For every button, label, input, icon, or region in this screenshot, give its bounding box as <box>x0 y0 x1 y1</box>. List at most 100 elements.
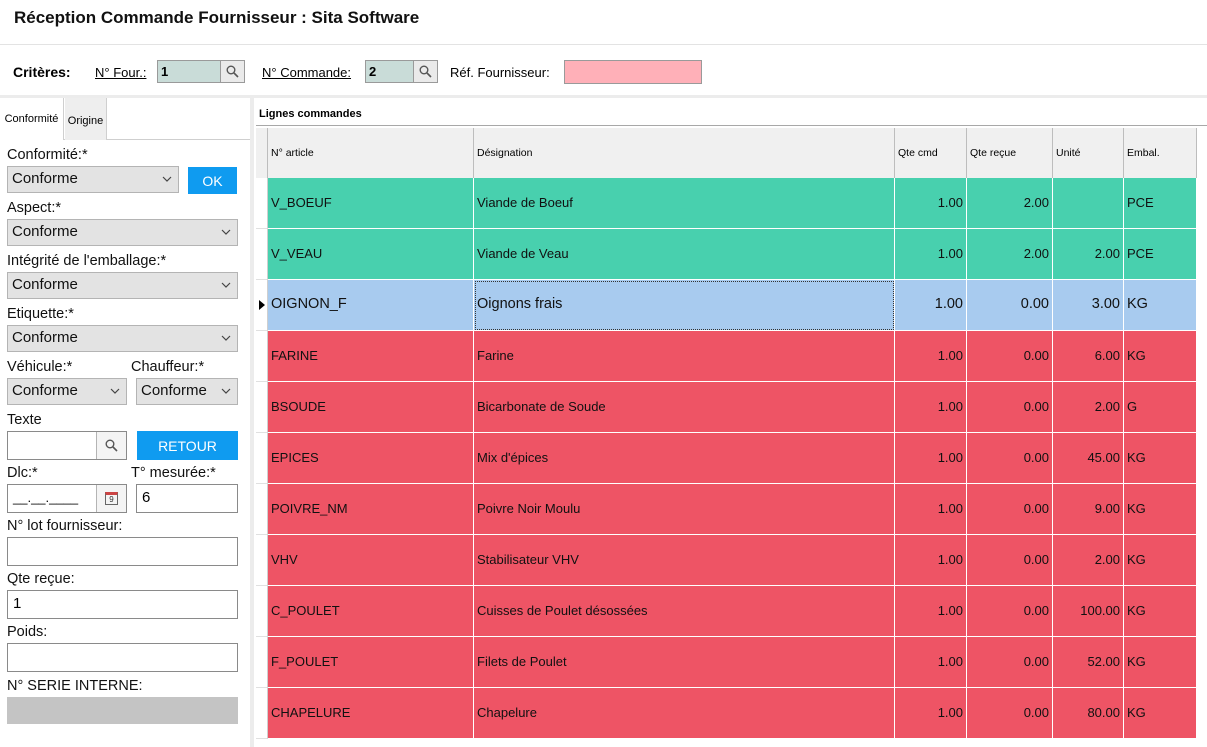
cell-qte-recue[interactable]: 0.00 <box>967 382 1053 433</box>
cell-designation[interactable]: Oignons frais <box>474 280 895 331</box>
supplier-ref-input[interactable] <box>564 60 702 84</box>
cell-qte-recue[interactable]: 0.00 <box>967 331 1053 382</box>
order-search-button[interactable] <box>413 61 437 82</box>
table-row[interactable]: V_VEAU Viande de Veau 1.00 2.00 2.00 PCE <box>256 229 1197 280</box>
cell-qte-cmd[interactable]: 1.00 <box>895 229 967 280</box>
cell-article[interactable]: F_POULET <box>268 637 474 688</box>
column-header[interactable]: Qte cmd <box>895 128 967 178</box>
cell-unite[interactable]: 100.00 <box>1053 586 1124 637</box>
cell-unite[interactable]: 2.00 <box>1053 535 1124 586</box>
cell-unite[interactable]: 2.00 <box>1053 229 1124 280</box>
table-row[interactable]: C_POULET Cuisses de Poulet désossées 1.00 0… <box>256 586 1197 637</box>
cell-article[interactable]: C_POULET <box>268 586 474 637</box>
cell-designation[interactable]: Mix d'épices <box>474 433 895 484</box>
qte-recue-input[interactable]: 1 <box>7 590 238 619</box>
column-header[interactable]: Unité <box>1053 128 1124 178</box>
cell-designation[interactable]: Poivre Noir Moulu <box>474 484 895 535</box>
texte-search-button[interactable] <box>96 432 126 459</box>
column-header[interactable]: Qte reçue <box>967 128 1053 178</box>
tab-conformite[interactable]: Conformité <box>0 98 64 140</box>
cell-unite[interactable]: 3.00 <box>1053 280 1124 331</box>
cell-unite[interactable]: 2.00 <box>1053 382 1124 433</box>
row-selector[interactable] <box>256 637 268 688</box>
cell-qte-cmd[interactable]: 1.00 <box>895 433 967 484</box>
cell-qte-cmd[interactable]: 1.00 <box>895 382 967 433</box>
column-header[interactable]: N° article <box>268 128 474 178</box>
dlc-input[interactable]: __.__.____ 9 <box>7 484 127 513</box>
cell-embal[interactable]: KG <box>1124 484 1197 535</box>
cell-qte-recue[interactable]: 0.00 <box>967 586 1053 637</box>
cell-designation[interactable]: Viande de Veau <box>474 229 895 280</box>
cell-embal[interactable]: KG <box>1124 433 1197 484</box>
table-row[interactable]: V_BOEUF Viande de Boeuf 1.00 2.00 PCE <box>256 178 1197 229</box>
cell-article[interactable]: CHAPELURE <box>268 688 474 739</box>
supplier-no-lookup[interactable]: 1 <box>157 60 245 83</box>
cell-qte-recue[interactable]: 0.00 <box>967 280 1053 331</box>
table-row[interactable]: BSOUDE Bicarbonate de Soude 1.00 0.00 2.00 G <box>256 382 1197 433</box>
cell-unite[interactable]: 6.00 <box>1053 331 1124 382</box>
cell-qte-recue[interactable]: 0.00 <box>967 688 1053 739</box>
cell-embal[interactable]: PCE <box>1124 178 1197 229</box>
column-header[interactable]: Embal. <box>1124 128 1197 178</box>
panel-divider[interactable] <box>250 98 254 747</box>
cell-unite[interactable]: 52.00 <box>1053 637 1124 688</box>
cell-article[interactable]: EPICES <box>268 433 474 484</box>
row-selector[interactable] <box>256 433 268 484</box>
table-row[interactable]: OIGNON_F Oignons frais 1.00 0.00 3.00 KG <box>256 280 1197 331</box>
dlc-calendar-button[interactable]: 9 <box>96 485 126 512</box>
cell-qte-recue[interactable]: 2.00 <box>967 229 1053 280</box>
conformite-select[interactable]: Conforme <box>7 166 179 193</box>
cell-embal[interactable]: KG <box>1124 331 1197 382</box>
column-header[interactable]: Désignation <box>474 128 895 178</box>
row-selector[interactable] <box>256 382 268 433</box>
cell-qte-cmd[interactable]: 1.00 <box>895 331 967 382</box>
table-row[interactable]: POIVRE_NM Poivre Noir Moulu 1.00 0.00 9.00 KG <box>256 484 1197 535</box>
order-no-lookup[interactable]: 2 <box>365 60 438 83</box>
texte-input[interactable] <box>7 431 127 460</box>
cell-designation[interactable]: Bicarbonate de Soude <box>474 382 895 433</box>
lot-input[interactable] <box>7 537 238 566</box>
cell-article[interactable]: VHV <box>268 535 474 586</box>
row-selector[interactable] <box>256 535 268 586</box>
cell-qte-cmd[interactable]: 1.00 <box>895 586 967 637</box>
cell-embal[interactable]: KG <box>1124 280 1197 331</box>
row-selector[interactable] <box>256 178 268 229</box>
cell-qte-recue[interactable]: 2.00 <box>967 178 1053 229</box>
cell-qte-cmd[interactable]: 1.00 <box>895 280 967 331</box>
ok-button[interactable]: OK <box>188 167 237 194</box>
cell-qte-cmd[interactable]: 1.00 <box>895 688 967 739</box>
cell-unite[interactable] <box>1053 178 1124 229</box>
order-no-input[interactable]: 2 <box>369 64 377 79</box>
tab-origine[interactable]: Origine <box>65 98 107 140</box>
supplier-no-input[interactable]: 1 <box>161 64 169 79</box>
cell-embal[interactable]: PCE <box>1124 229 1197 280</box>
cell-article[interactable]: POIVRE_NM <box>268 484 474 535</box>
table-row[interactable]: CHAPELURE Chapelure 1.00 0.00 80.00 KG <box>256 688 1197 739</box>
cell-designation[interactable]: Viande de Boeuf <box>474 178 895 229</box>
poids-input[interactable] <box>7 643 238 672</box>
cell-qte-recue[interactable]: 0.00 <box>967 637 1053 688</box>
cell-qte-recue[interactable]: 0.00 <box>967 433 1053 484</box>
cell-qte-cmd[interactable]: 1.00 <box>895 637 967 688</box>
table-row[interactable]: EPICES Mix d'épices 1.00 0.00 45.00 KG <box>256 433 1197 484</box>
cell-article[interactable]: V_VEAU <box>268 229 474 280</box>
cell-unite[interactable]: 9.00 <box>1053 484 1124 535</box>
cell-unite[interactable]: 45.00 <box>1053 433 1124 484</box>
cell-article[interactable]: BSOUDE <box>268 382 474 433</box>
cell-embal[interactable]: G <box>1124 382 1197 433</box>
row-selector[interactable] <box>256 280 268 331</box>
supplier-search-button[interactable] <box>220 61 244 82</box>
table-row[interactable]: F_POULET Filets de Poulet 1.00 0.00 52.00 KG <box>256 637 1197 688</box>
order-no-label[interactable]: N° Commande: <box>262 65 352 80</box>
cell-qte-cmd[interactable]: 1.00 <box>895 535 967 586</box>
cell-article[interactable]: FARINE <box>268 331 474 382</box>
row-selector[interactable] <box>256 331 268 382</box>
aspect-select[interactable]: Conforme <box>7 219 238 246</box>
cell-qte-cmd[interactable]: 1.00 <box>895 484 967 535</box>
supplier-no-label[interactable]: N° Four.: <box>95 65 147 80</box>
retour-button[interactable]: RETOUR <box>137 431 238 460</box>
cell-designation[interactable]: Farine <box>474 331 895 382</box>
etiquette-select[interactable]: Conforme <box>7 325 238 352</box>
cell-qte-recue[interactable]: 0.00 <box>967 484 1053 535</box>
cell-article[interactable]: V_BOEUF <box>268 178 474 229</box>
